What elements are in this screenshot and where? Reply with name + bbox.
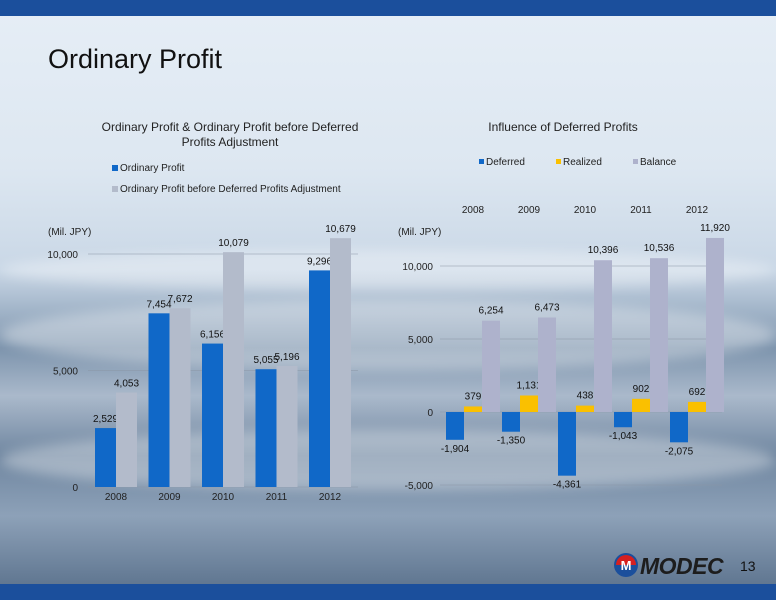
background-wave [0,250,776,290]
y-tick-label: 5,000 [53,367,78,378]
y-axis-unit-label: (Mil. JPY) [398,227,441,238]
data-label: 438 [577,391,594,402]
bar [670,412,688,443]
y-axis-unit-label: (Mil. JPY) [48,227,91,238]
bar [309,270,330,487]
legend-label: Ordinary Profit [120,163,185,174]
bar [520,395,538,412]
legend-swatch [479,159,484,164]
y-tick-label: -5,000 [405,481,434,492]
data-label: 6,473 [534,302,559,313]
bar [446,412,464,440]
data-label: -4,361 [553,480,582,491]
page-title: Ordinary Profit [48,44,223,74]
data-label: 2,529 [93,414,118,425]
data-label: 7,672 [167,294,192,305]
x-tick-label: 2011 [630,205,652,216]
data-label: 5,055 [253,355,278,366]
data-label: 6,254 [478,306,503,317]
bar [464,406,482,412]
legend-swatch [556,159,561,164]
data-label: 7,454 [146,299,171,310]
legend-label: Balance [640,157,677,168]
chart-title: Ordinary Profit & Ordinary Profit before… [102,120,359,134]
bar [558,412,576,476]
data-label: 4,053 [114,379,139,390]
chart-title: Influence of Deferred Profits [488,120,637,134]
data-label: 10,679 [325,224,356,235]
data-label: 10,079 [218,238,249,249]
legend-label: Ordinary Profit before Deferred Profits … [120,184,341,195]
data-label: 10,396 [588,245,619,256]
bar [576,405,594,412]
data-label: 11,920 [700,223,730,234]
bar [632,398,650,412]
y-tick-label: 0 [72,483,78,494]
legend-swatch [112,186,118,192]
x-tick-label: 2012 [686,205,709,216]
x-tick-label: 2008 [105,492,128,503]
data-label: 902 [633,384,650,395]
data-label: 6,156 [200,330,225,341]
top-band [0,0,776,16]
data-label: 9,296 [307,256,332,267]
data-label: 692 [689,387,706,398]
legend-swatch [633,159,638,164]
modec-logo: M [614,553,638,577]
y-tick-label: 10,000 [47,250,78,261]
legend-label: Deferred [486,157,525,168]
y-tick-label: 10,000 [402,262,433,273]
bar [614,412,632,428]
bottom-band [0,584,776,600]
y-tick-label: 5,000 [408,335,433,346]
data-label: -1,043 [609,431,638,442]
legend-label: Realized [563,157,602,168]
bar [688,401,706,412]
bar [330,238,351,487]
bar [650,258,668,412]
x-tick-label: 2010 [574,205,597,216]
page-number: 13 [740,558,756,574]
bar [148,313,170,487]
bar [95,428,116,487]
bar [255,369,277,487]
bar [502,412,520,432]
data-label: 379 [465,391,482,402]
data-label: -1,350 [497,436,526,447]
y-tick-label: 0 [427,408,433,419]
data-label: -2,075 [665,446,694,457]
x-tick-label: 2009 [518,205,541,216]
data-label: 10,536 [644,243,675,254]
bar [594,260,612,412]
data-label: 1,131 [516,380,541,391]
bar [276,365,298,487]
bar [538,317,556,412]
x-tick-label: 2010 [212,492,235,503]
x-tick-label: 2012 [319,492,342,503]
bar [706,237,724,412]
bar [169,308,191,487]
svg-text:M: M [621,558,632,573]
chart-title: Profits Adjustment [182,135,279,149]
x-tick-label: 2008 [462,205,485,216]
bar [116,392,137,487]
x-tick-label: 2011 [266,492,288,503]
data-label: -1,904 [441,444,470,455]
bar [202,343,223,487]
bar [223,252,244,487]
data-label: 5,196 [274,352,299,363]
x-tick-label: 2009 [158,492,181,503]
logo-text: MODEC [640,553,724,579]
bar [482,320,500,412]
legend-swatch [112,165,118,171]
background-wave [0,300,776,370]
